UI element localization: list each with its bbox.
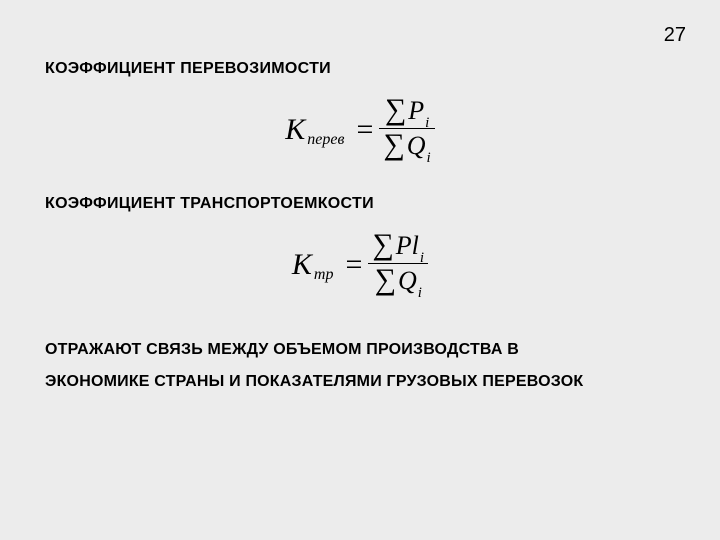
- f2-den-sub: i: [417, 285, 422, 302]
- sigma-icon: ∑: [375, 266, 398, 293]
- f2-num-sub: i: [419, 250, 424, 267]
- page-number: 27: [664, 24, 686, 47]
- sigma-icon: ∑: [372, 231, 395, 258]
- formula-transportoemkost: K тр = ∑ Pl i ∑ Q i: [45, 231, 675, 298]
- f1-num-sub: i: [424, 115, 429, 132]
- f2-den-var: Q: [398, 266, 417, 296]
- f2-lhs-sub: тр: [314, 266, 340, 284]
- summary-paragraph: ОТРАЖАЮТ СВЯЗЬ МЕЖДУ ОБЪЕМОМ ПРОИЗВОДСТВ…: [45, 334, 675, 398]
- f1-num-var: P: [408, 96, 424, 126]
- sigma-icon: ∑: [385, 96, 408, 123]
- f1-fraction: ∑ P i ∑ Q i: [379, 96, 434, 163]
- f1-den-var: Q: [407, 131, 426, 161]
- f2-lhs-var: K: [292, 248, 314, 282]
- equals-sign: =: [339, 248, 368, 282]
- heading-perevozimost: КОЭФФИЦИЕНТ ПЕРЕВОЗИМОСТИ: [45, 60, 675, 78]
- formula-perevozimost: K перев = ∑ P i ∑ Q i: [45, 96, 675, 163]
- heading-transportoemkost: КОЭФФИЦИЕНТ ТРАНСПОРТОЕМКОСТИ: [45, 195, 675, 213]
- f2-num-var: Pl: [396, 231, 419, 261]
- equals-sign: =: [350, 113, 379, 147]
- f1-lhs-var: K: [285, 113, 307, 147]
- f1-den-sub: i: [426, 150, 431, 167]
- sigma-icon: ∑: [383, 131, 406, 158]
- f2-fraction: ∑ Pl i ∑ Q i: [368, 231, 428, 298]
- f1-lhs-sub: перев: [307, 131, 350, 149]
- summary-line-2: ЭКОНОМИКЕ СТРАНЫ И ПОКАЗАТЕЛЯМИ ГРУЗОВЫХ…: [45, 366, 675, 398]
- summary-line-1: ОТРАЖАЮТ СВЯЗЬ МЕЖДУ ОБЪЕМОМ ПРОИЗВОДСТВ…: [45, 334, 675, 366]
